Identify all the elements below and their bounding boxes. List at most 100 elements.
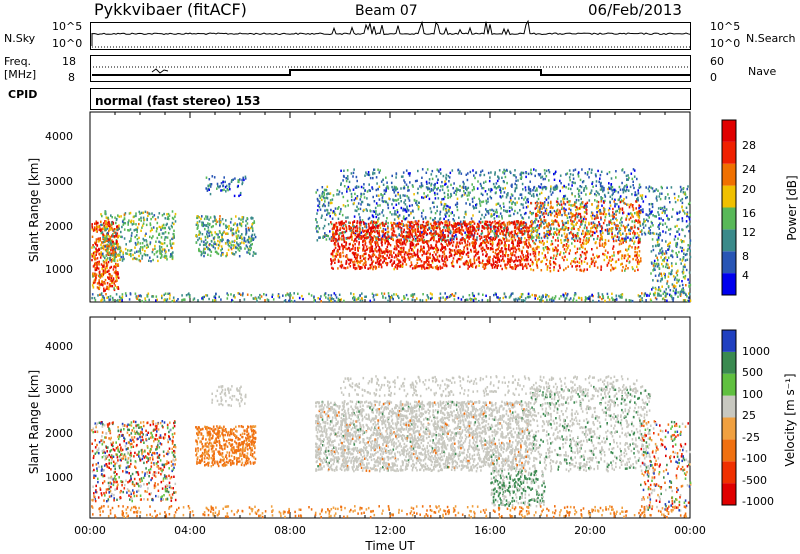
power-cell: [518, 229, 521, 232]
power-cell: [557, 236, 559, 240]
power-cell: [239, 234, 242, 238]
power-cell: [598, 193, 600, 196]
power-cell: [652, 224, 654, 227]
power-cell: [206, 215, 209, 218]
power-cell: [165, 250, 167, 253]
power-cell: [509, 260, 512, 264]
power-cell: [578, 219, 580, 222]
power-cell: [545, 198, 548, 201]
power-cell: [398, 214, 401, 217]
power-cell: [549, 263, 552, 266]
power-cell: [585, 239, 587, 242]
power-cell: [365, 236, 367, 239]
power-cell: [138, 254, 140, 258]
power-cell: [563, 195, 565, 198]
power-cell: [622, 265, 624, 269]
power-cell: [213, 236, 216, 239]
power-cell: [452, 257, 455, 260]
power-cell: [470, 234, 472, 237]
power-cell: [230, 229, 232, 232]
power-cell: [363, 222, 365, 226]
power-cell: [557, 211, 560, 214]
power-cell: [98, 238, 101, 241]
power-cell: [426, 242, 429, 245]
power-cell: [482, 200, 485, 203]
power-cell: [340, 266, 343, 269]
power-cell: [359, 227, 361, 230]
power-cell: [512, 200, 514, 204]
power-cell: [172, 217, 175, 221]
power-cell: [106, 286, 108, 289]
power-cell: [230, 217, 233, 221]
power-cell: [598, 255, 600, 258]
power-cell: [596, 211, 598, 214]
power-cell: [393, 247, 396, 251]
power-cell: [419, 230, 421, 233]
power-cell: [135, 243, 137, 246]
power-cell: [682, 209, 684, 212]
power-cell: [98, 287, 100, 291]
power-cell: [433, 205, 435, 209]
cpid-text: normal (fast stereo) 153: [95, 94, 261, 108]
power-cell: [350, 231, 353, 234]
power-cell: [481, 220, 484, 224]
power-cell: [481, 231, 484, 235]
power-cell: [108, 251, 111, 254]
power-cell: [124, 222, 127, 225]
power-cell: [510, 238, 513, 241]
power-cell: [405, 223, 408, 227]
power-cell: [230, 243, 232, 246]
power-cell: [422, 196, 425, 200]
power-cell: [339, 232, 341, 235]
power-cell: [655, 232, 658, 236]
power-cell: [114, 252, 117, 256]
power-cell: [346, 247, 349, 251]
power-cell: [374, 230, 376, 234]
vel-cbar-tick-m500: -500: [742, 474, 767, 487]
power-cell: [147, 214, 149, 217]
power-cell: [455, 227, 458, 231]
power-cell: [429, 256, 432, 259]
power-cell: [212, 225, 214, 228]
vel-cbar-tick-100: 100: [742, 388, 763, 401]
power-cell: [130, 219, 133, 222]
power-cell: [371, 248, 374, 251]
power-cell: [337, 242, 339, 245]
power-cell: [139, 242, 142, 245]
power-cell: [401, 265, 404, 268]
power-cell: [94, 241, 96, 244]
power-cell: [375, 221, 377, 224]
power-cell: [526, 250, 529, 253]
power-cell: [521, 233, 524, 236]
power-cell: [121, 259, 124, 262]
power-cell: [103, 272, 105, 275]
power-cell: [683, 192, 686, 196]
power-cell: [416, 265, 419, 268]
power-cell: [373, 200, 376, 203]
power-cell: [464, 185, 467, 189]
power-cell: [487, 200, 489, 203]
power-cell: [422, 245, 425, 249]
power-cell: [107, 287, 109, 290]
power-cell: [508, 245, 510, 249]
power-cell: [470, 221, 472, 224]
power-cell: [637, 210, 640, 213]
power-cell: [622, 191, 625, 194]
power-cell: [399, 260, 402, 264]
power-cell: [111, 222, 113, 226]
power-cell: [369, 250, 371, 253]
power-cell: [373, 253, 376, 256]
power-cell: [336, 207, 339, 210]
power-cell: [482, 246, 484, 249]
power-cell: [420, 231, 422, 235]
power-cell: [442, 238, 445, 241]
power-cell: [478, 210, 481, 213]
power-cell: [536, 236, 538, 239]
power-cell: [369, 237, 372, 241]
power-cell: [97, 262, 100, 265]
power-cell: [427, 194, 429, 197]
power-cell: [644, 220, 646, 223]
power-cell: [576, 250, 578, 254]
power-cell: [404, 194, 406, 197]
power-cell: [565, 221, 568, 224]
